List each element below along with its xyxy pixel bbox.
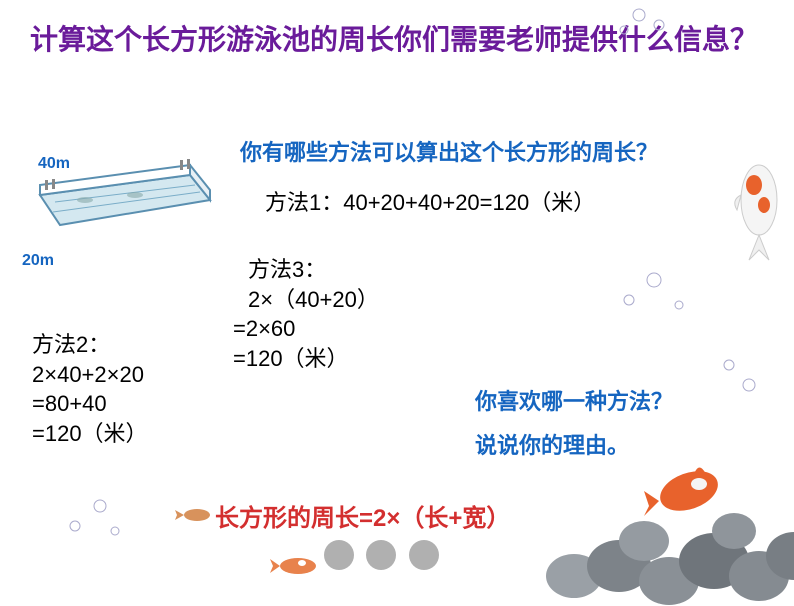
bubbles-icon: [614, 260, 694, 320]
perimeter-formula: 长方形的周长=2×（长+宽）: [215, 498, 510, 533]
small-fish-icon: [270, 551, 325, 581]
bubbles-icon: [60, 486, 130, 546]
swimming-pool-icon: [25, 140, 215, 235]
method3-line3: =2×60: [233, 314, 379, 344]
pool-width-label: 20m: [22, 252, 54, 270]
page-title: 计算这个长方形游泳池的周长你们需要老师提供什么信息？: [0, 0, 794, 59]
bubbles-icon: [614, 0, 674, 40]
method2-line3: =80+40: [32, 389, 148, 419]
dot-icon: [366, 540, 396, 570]
page-indicator: [320, 540, 443, 575]
dot-icon: [324, 540, 354, 570]
method-2-text: 方法2： 2×40+2×20 =80+40 =120（米）: [32, 330, 148, 449]
method3-line2: 2×（40+20）: [248, 285, 379, 315]
method3-line4: =120（米）: [233, 344, 379, 374]
small-fish-icon: [175, 504, 215, 526]
method2-line4: =120（米）: [32, 419, 148, 449]
question-preference: 你喜欢哪一种方法？ 说说你的理由。: [475, 380, 673, 468]
koi-fish-icon: [729, 150, 789, 270]
bubbles-icon: [714, 350, 764, 400]
method2-line1: 方法2：: [32, 330, 148, 360]
method-3-text: 方法3： 2×（40+20） =2×60 =120（米）: [248, 255, 379, 374]
question-methods: 你有哪些方法可以算出这个长方形的周长？: [240, 135, 658, 167]
q3-line1: 你喜欢哪一种方法？: [475, 380, 673, 424]
dot-icon: [409, 540, 439, 570]
rocks-icon: [534, 486, 794, 606]
method3-line1: 方法3：: [248, 255, 379, 285]
method2-line2: 2×40+2×20: [32, 360, 148, 390]
method-1-text: 方法1：40+20+40+20=120（米）: [265, 185, 595, 217]
